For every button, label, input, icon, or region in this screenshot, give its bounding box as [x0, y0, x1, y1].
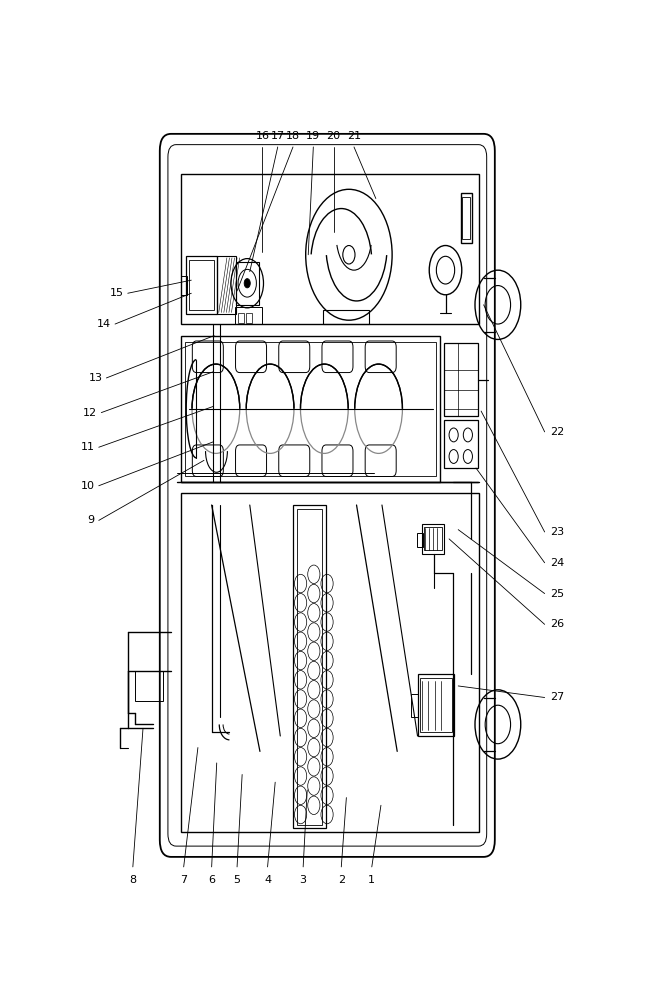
Bar [181, 276, 187, 295]
Bar [424, 527, 442, 550]
Bar [297, 509, 323, 825]
Text: 16: 16 [255, 131, 270, 141]
Bar [216, 256, 236, 314]
Bar [445, 420, 478, 468]
Text: 7: 7 [180, 875, 187, 885]
Bar [181, 336, 440, 482]
Bar [135, 671, 163, 701]
Circle shape [244, 279, 251, 288]
Text: 17: 17 [271, 131, 285, 141]
Text: 1: 1 [368, 875, 375, 885]
Text: 14: 14 [97, 319, 111, 329]
Bar [445, 343, 478, 416]
Bar [186, 256, 216, 314]
Text: 27: 27 [550, 692, 564, 702]
FancyBboxPatch shape [160, 134, 495, 857]
Bar [235, 307, 262, 324]
Bar [422, 524, 445, 554]
Text: 20: 20 [327, 131, 340, 141]
Text: 3: 3 [300, 875, 306, 885]
Text: 22: 22 [550, 427, 564, 437]
Bar [236, 262, 259, 305]
Bar [411, 694, 418, 717]
Bar [181, 493, 479, 832]
Bar [293, 505, 326, 828]
Bar [181, 174, 479, 324]
Text: 11: 11 [81, 442, 94, 452]
Bar [462, 197, 470, 239]
Bar [238, 313, 244, 323]
Text: 13: 13 [89, 373, 102, 383]
Bar [420, 678, 451, 732]
Bar [246, 313, 253, 323]
Text: 24: 24 [550, 558, 564, 568]
Text: 6: 6 [208, 875, 215, 885]
Text: 2: 2 [338, 875, 345, 885]
Text: 18: 18 [286, 131, 300, 141]
Text: 19: 19 [306, 131, 320, 141]
Text: 15: 15 [110, 288, 124, 298]
Bar [417, 533, 422, 547]
Text: 26: 26 [550, 619, 564, 629]
Text: 25: 25 [550, 589, 564, 599]
Bar [461, 193, 472, 243]
Text: 12: 12 [83, 408, 97, 418]
Text: 8: 8 [129, 875, 136, 885]
Text: 4: 4 [264, 875, 271, 885]
Text: 9: 9 [88, 515, 94, 525]
Bar [185, 342, 436, 476]
Bar [189, 260, 215, 310]
Text: 10: 10 [81, 481, 94, 491]
Text: 23: 23 [550, 527, 564, 537]
Text: 5: 5 [234, 875, 241, 885]
Text: 21: 21 [347, 131, 361, 141]
Bar [417, 674, 454, 736]
Bar [323, 310, 369, 324]
